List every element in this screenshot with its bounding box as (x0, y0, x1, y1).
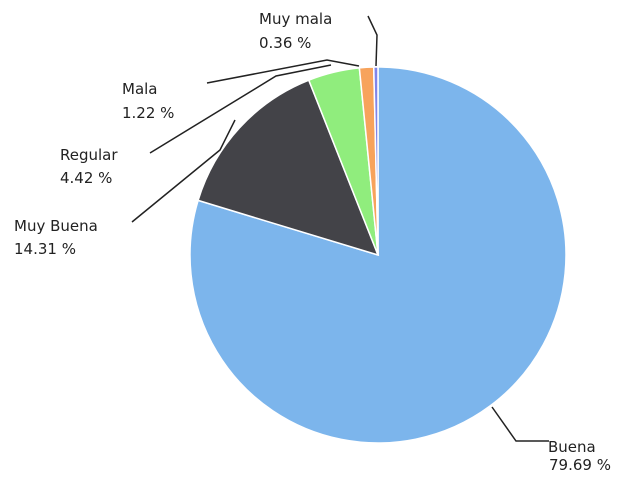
slice-value-mala: 1.22 % (122, 104, 174, 122)
label-connectors (131, 15, 549, 442)
slice-label-muy-buena: Muy Buena (14, 217, 98, 235)
slice-value-buena: 79.69 % (549, 456, 611, 474)
connector-muy-mala (367, 15, 378, 67)
slice-value-muy-mala: 0.36 % (259, 34, 311, 52)
slice-label-regular: Regular (60, 146, 118, 164)
slice-label-mala: Mala (122, 80, 158, 98)
slice-label-muy-mala: Muy mala (259, 10, 332, 28)
connector-regular (149, 64, 332, 154)
connector-mala (206, 59, 360, 84)
pie-slices (189, 66, 567, 444)
pie-slice-muy-buena[interactable] (197, 79, 380, 257)
pie-slice-muy-mala[interactable] (372, 66, 379, 256)
slice-value-regular: 4.42 % (60, 169, 112, 187)
connector-buena (491, 406, 549, 442)
slice-label-buena: Buena (548, 438, 596, 456)
connector-muy-buena (131, 119, 236, 223)
slice-value-muy-buena: 14.31 % (14, 240, 76, 258)
